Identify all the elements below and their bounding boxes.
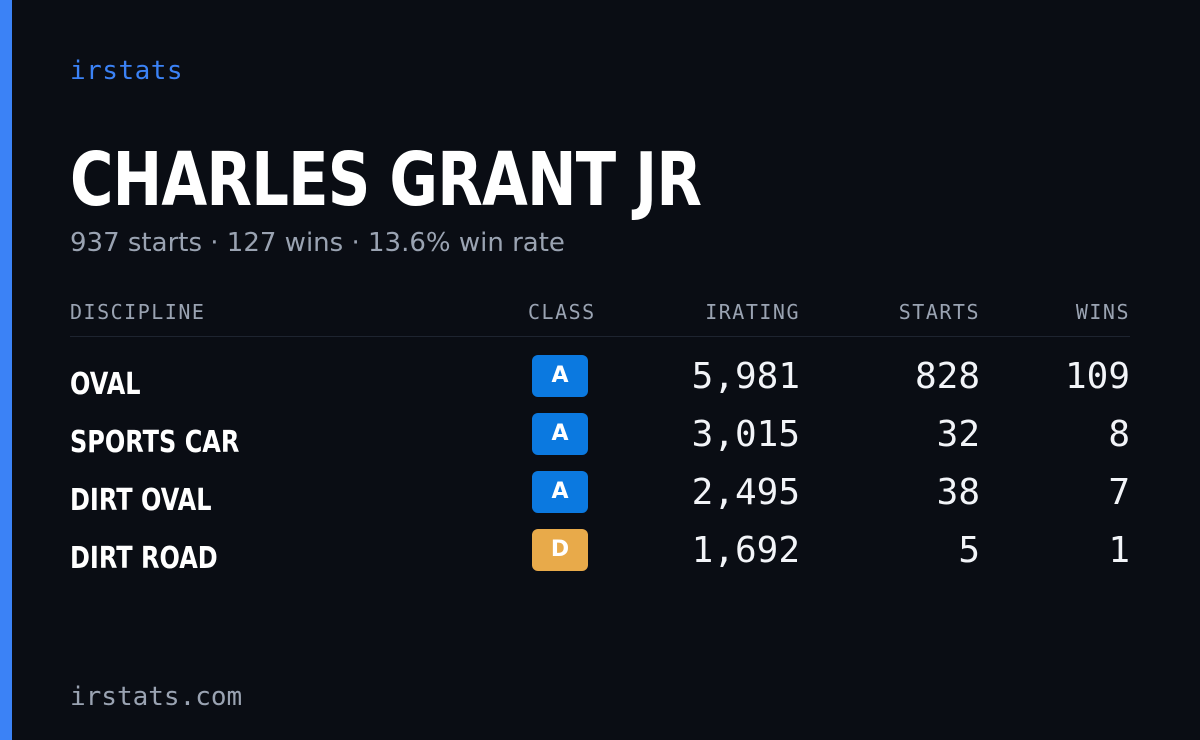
row-wins: 7 [1108,472,1130,513]
row-wins: 1 [1108,530,1130,571]
row-irating: 3,015 [691,414,800,455]
driver-summary: 937 starts · 127 wins · 13.6% win rate [70,228,565,258]
class-badge: A [532,471,588,513]
row-discipline: DIRT ROAD [70,541,218,576]
row-discipline: DIRT OVAL [70,483,212,518]
table-header: DISCIPLINE CLASS IRATING STARTS WINS [70,296,1130,337]
class-badge: A [532,355,588,397]
driver-name: CHARLES GRANT JR [70,137,702,223]
header-starts: STARTS [898,300,980,324]
header-wins: WINS [1075,300,1130,324]
row-starts: 38 [936,472,980,513]
row-wins: 8 [1108,414,1130,455]
row-starts: 828 [914,356,980,397]
table-row: DIRT ROAD D 1,692 5 1 [70,527,1130,585]
row-irating: 1,692 [691,530,800,571]
row-starts: 5 [958,530,980,571]
row-starts: 32 [936,414,980,455]
row-irating: 5,981 [691,356,800,397]
row-discipline: SPORTS CAR [70,425,240,460]
row-irating: 2,495 [691,472,800,513]
table-row: SPORTS CAR A 3,015 32 8 [70,411,1130,469]
table-row: DIRT OVAL A 2,495 38 7 [70,469,1130,527]
class-badge: A [532,413,588,455]
header-discipline: DISCIPLINE [70,300,206,324]
footer-url: irstats.com [70,682,243,712]
header-class: CLASS [528,300,596,324]
table-body: OVAL A 5,981 828 109 SPORTS CAR A 3,015 … [70,353,1130,585]
accent-bar [0,0,12,740]
row-wins: 109 [1064,356,1130,397]
class-badge: D [532,529,588,571]
table-row: OVAL A 5,981 828 109 [70,353,1130,411]
header-irating: IRATING [705,300,800,324]
row-discipline: OVAL [70,367,141,402]
brand-logo-text: irstats [70,56,184,86]
discipline-table: DISCIPLINE CLASS IRATING STARTS WINS OVA… [70,296,1130,585]
